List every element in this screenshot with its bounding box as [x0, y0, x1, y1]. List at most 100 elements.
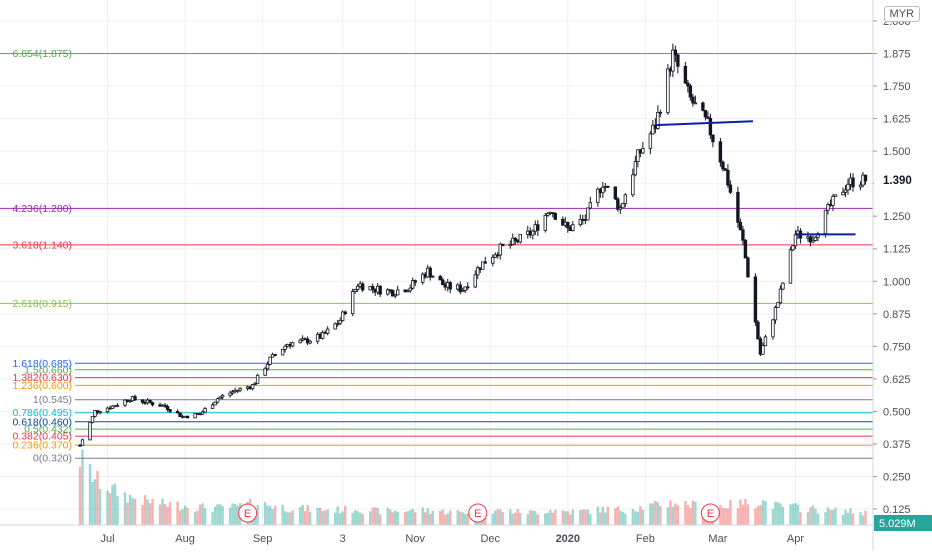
volume-bar-105: [446, 513, 449, 525]
price-tick-label-14: 0.250: [883, 471, 911, 483]
candle-body-31: [185, 415, 190, 419]
candle-38: [213, 401, 217, 406]
candle-body-110: [463, 286, 467, 291]
candle-91: [396, 285, 400, 296]
volume-bar-18: [143, 495, 147, 525]
volume-bar-216: [834, 507, 837, 525]
volume-bar-152: [614, 508, 617, 525]
candle-body-17: [140, 399, 145, 403]
candle-161: [641, 141, 645, 155]
volume-bar-196: [764, 501, 767, 525]
candle-72: [333, 322, 337, 330]
candle-51: [255, 373, 260, 384]
volume-bar-130: [534, 511, 537, 525]
volume-bar-136: [554, 509, 557, 525]
volume-bar-129: [531, 510, 534, 525]
volume-bar-205: [796, 504, 800, 525]
candle-body-209: [811, 240, 815, 243]
candle-body-172: [683, 65, 688, 84]
price-axis[interactable]: 2.0001.8751.7501.6251.5001.3751.2501.125…: [872, 0, 911, 550]
volume-bar-22: [158, 504, 162, 525]
volume-bar-197: [771, 508, 775, 525]
candle-111: [466, 282, 470, 290]
candle-179: [706, 111, 710, 120]
candle-body-93: [406, 290, 410, 293]
candle-175: [691, 93, 695, 107]
candle-body-136: [553, 212, 558, 220]
candle-146: [588, 196, 593, 210]
volume-bar-90: [394, 510, 397, 525]
candle-body-141: [571, 224, 575, 231]
volume-bar-44: [233, 503, 237, 525]
time-tick-label-8: Mar: [708, 533, 727, 545]
volume-bar-174: [689, 508, 692, 525]
volume-bar-40: [218, 504, 222, 525]
candle-197: [771, 318, 775, 340]
candle-186: [728, 180, 733, 195]
volume-bar-119: [496, 509, 499, 525]
volume-bar-106: [449, 510, 452, 525]
candle-body-163: [651, 124, 655, 135]
candle-body-25: [165, 406, 170, 410]
price-tick-label-10: 0.750: [883, 341, 911, 353]
volume-bar-13: [126, 502, 129, 525]
candle-body-203: [791, 245, 795, 251]
last-price-badge: 1.390: [883, 175, 912, 187]
candle-body-196: [763, 336, 768, 347]
volume-bar-96: [414, 512, 417, 525]
candle-66: [308, 339, 312, 345]
candle-body-14: [128, 400, 132, 403]
candle-4: [93, 410, 97, 418]
candle-body-57: [280, 348, 285, 356]
volume-bar-89: [391, 512, 394, 525]
volume-bar-61: [291, 510, 294, 525]
volume-bar-16: [133, 498, 137, 525]
volume-bar-4: [93, 479, 97, 525]
volume-bar-204: [794, 503, 797, 525]
candle-body-175: [691, 96, 695, 104]
candle-11: [115, 403, 120, 407]
volume-bar-139: [566, 511, 570, 525]
volume-bar-88: [388, 509, 392, 525]
volume-bar-17: [141, 504, 144, 525]
candle-121: [501, 243, 505, 247]
candle-body-0: [78, 444, 82, 447]
volume-bar-85: [376, 507, 379, 525]
candle-0: [78, 444, 82, 447]
volume-bar-5: [96, 470, 99, 525]
volume-bar-150: [604, 512, 607, 525]
volume-bar-9: [111, 484, 114, 525]
time-tick-label-6: 2020: [556, 533, 580, 545]
volume-bar-56: [273, 505, 277, 525]
time-axis[interactable]: Jul Aug Sep 3 Nov Dec 2020 Feb Mar Apr: [0, 524, 873, 545]
volume-bar-29: [181, 509, 184, 525]
candle-43: [230, 389, 235, 396]
volume-bar-107: [456, 510, 459, 525]
candle-body-6: [98, 411, 102, 414]
candle-41: [220, 394, 225, 400]
candle-187: [736, 186, 740, 228]
candle-192: [753, 273, 758, 326]
volume-bar-176: [694, 501, 697, 525]
volume-bar-134: [549, 510, 552, 525]
candle-body-179: [706, 116, 710, 119]
fibonacci-extension[interactable]: 6.854(1.875) 4.236(1.280) 3.618(1.140) 2.61…: [0, 48, 873, 465]
candle-body-27: [175, 411, 180, 414]
candle-6: [98, 410, 102, 415]
candle-28: [178, 412, 182, 418]
candle-87: [385, 288, 390, 296]
currency-badge[interactable]: MYR: [883, 6, 920, 22]
candle-36: [203, 406, 207, 413]
volume-bar-69: [321, 510, 324, 525]
candle-78: [353, 288, 357, 294]
candle-178: [703, 110, 708, 121]
candle-49: [250, 384, 255, 391]
volume-bar-214: [829, 509, 832, 525]
trendlines[interactable]: [655, 120, 856, 236]
price-tick-label-8: 1.000: [883, 276, 911, 288]
volume-bar-35: [201, 503, 204, 525]
time-tick-label-9: Apr: [787, 533, 804, 545]
